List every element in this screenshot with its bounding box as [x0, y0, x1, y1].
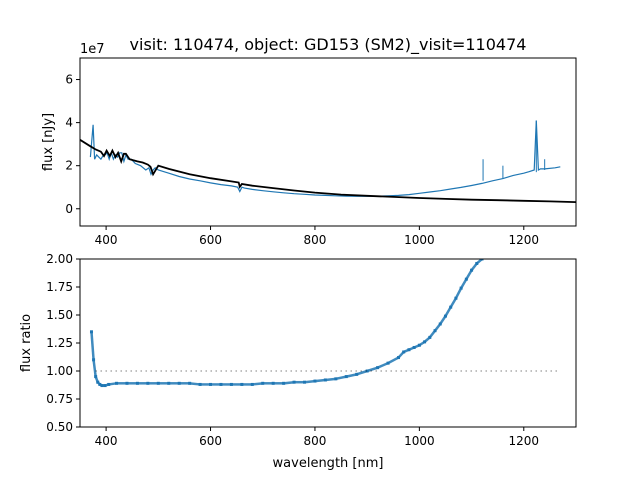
bottom-point-band: [356, 369, 368, 376]
bottom-y-tick-label: 1.00: [46, 364, 73, 378]
bottom-point-band: [346, 373, 357, 378]
top-x-tick-label: 400: [95, 233, 118, 247]
top-y-axis-label: flux [nJy]: [41, 113, 56, 171]
bottom-y-tick-label: 1.75: [46, 280, 73, 294]
bottom-point-band: [423, 336, 431, 343]
bottom-x-axis-label: wavelength [nm]: [273, 456, 384, 471]
bottom-point-band: [439, 315, 447, 325]
bottom-point-band: [99, 383, 103, 387]
bottom-point-band: [314, 378, 326, 383]
bottom-point-band: [418, 340, 426, 347]
bottom-point-band: [428, 329, 437, 339]
bottom-point-band: [366, 366, 378, 373]
top-x-tick-label: 1200: [509, 233, 540, 247]
top-x-ticks: 400 600 800 1000 1200: [95, 226, 539, 247]
bottom-point-band: [460, 278, 468, 289]
bottom-point-band: [94, 376, 99, 383]
bottom-point-band: [454, 287, 463, 299]
top-y-scale-label: 1e7: [80, 42, 105, 57]
bottom-y-axis-label: flux ratio: [19, 314, 34, 372]
bottom-y-tick-label: 1.50: [46, 308, 73, 322]
bottom-point-band: [470, 262, 478, 271]
bottom-point-band: [325, 377, 336, 382]
top-y-ticks: 0 2 4 6: [65, 73, 80, 216]
bottom-point-band: [475, 259, 483, 265]
bottom-y-tick-label: 0.75: [46, 392, 73, 406]
top-y-tick-label: 2: [65, 159, 73, 173]
bottom-point-band: [377, 362, 389, 369]
bottom-point-band: [283, 380, 295, 385]
bottom-y-tick-label: 0.50: [46, 420, 73, 434]
top-x-tick-label: 1000: [404, 233, 435, 247]
top-plot-area: [80, 120, 576, 203]
bottom-panel: 400 600 800 1000 1200 0.50 0.75 1.00 1.25 1.50 1.…: [19, 252, 577, 471]
top-y-tick-label: 6: [65, 73, 73, 87]
bottom-point-band: [108, 382, 117, 386]
bottom-point-band: [449, 297, 457, 308]
bottom-y-tick-label: 1.25: [46, 336, 73, 350]
bottom-y-ticks: 0.50 0.75 1.00 1.25 1.50 1.75 2.00: [46, 252, 80, 434]
top-y-tick-label: 0: [65, 202, 73, 216]
bottom-y-tick-label: 2.00: [46, 252, 73, 266]
bottom-point-band: [304, 379, 316, 384]
bottom-point-band: [413, 344, 420, 349]
top-x-tick-label: 600: [199, 233, 222, 247]
bottom-point-band: [90, 331, 95, 360]
bottom-x-tick-label: 800: [303, 434, 326, 448]
bottom-point-band: [408, 346, 415, 351]
bottom-x-tick-label: 600: [199, 434, 222, 448]
top-series-model: [80, 139, 576, 203]
bottom-point-band: [252, 382, 263, 386]
bottom-point-band: [92, 359, 97, 377]
top-axes-frame: [79, 57, 577, 227]
bottom-point-band: [403, 348, 410, 354]
bottom-plot-area: [89, 259, 561, 388]
bottom-point-band: [335, 375, 347, 381]
bottom-point-band: [434, 323, 442, 332]
bottom-x-tick-label: 1000: [404, 434, 435, 448]
figure-title: visit: 110474, object: GD153 (SM2)_visit…: [130, 35, 527, 55]
top-panel: 400 600 800 1000 1200 0 2 4 6 1e7 flux [nJy]: [41, 42, 577, 247]
bottom-point-band: [465, 269, 473, 280]
bottom-point-band: [387, 356, 400, 365]
bottom-point-band: [444, 306, 452, 317]
bottom-x-tick-label: 1200: [509, 434, 540, 448]
bottom-point-band: [96, 381, 101, 386]
bottom-point-band: [189, 382, 201, 386]
bottom-point-band: [104, 383, 110, 387]
top-y-tick-label: 4: [65, 116, 73, 130]
bottom-point-band: [397, 351, 405, 359]
top-x-tick-label: 800: [303, 233, 326, 247]
bottom-x-tick-label: 400: [95, 434, 118, 448]
bottom-x-ticks: 400 600 800 1000 1200: [95, 427, 539, 448]
